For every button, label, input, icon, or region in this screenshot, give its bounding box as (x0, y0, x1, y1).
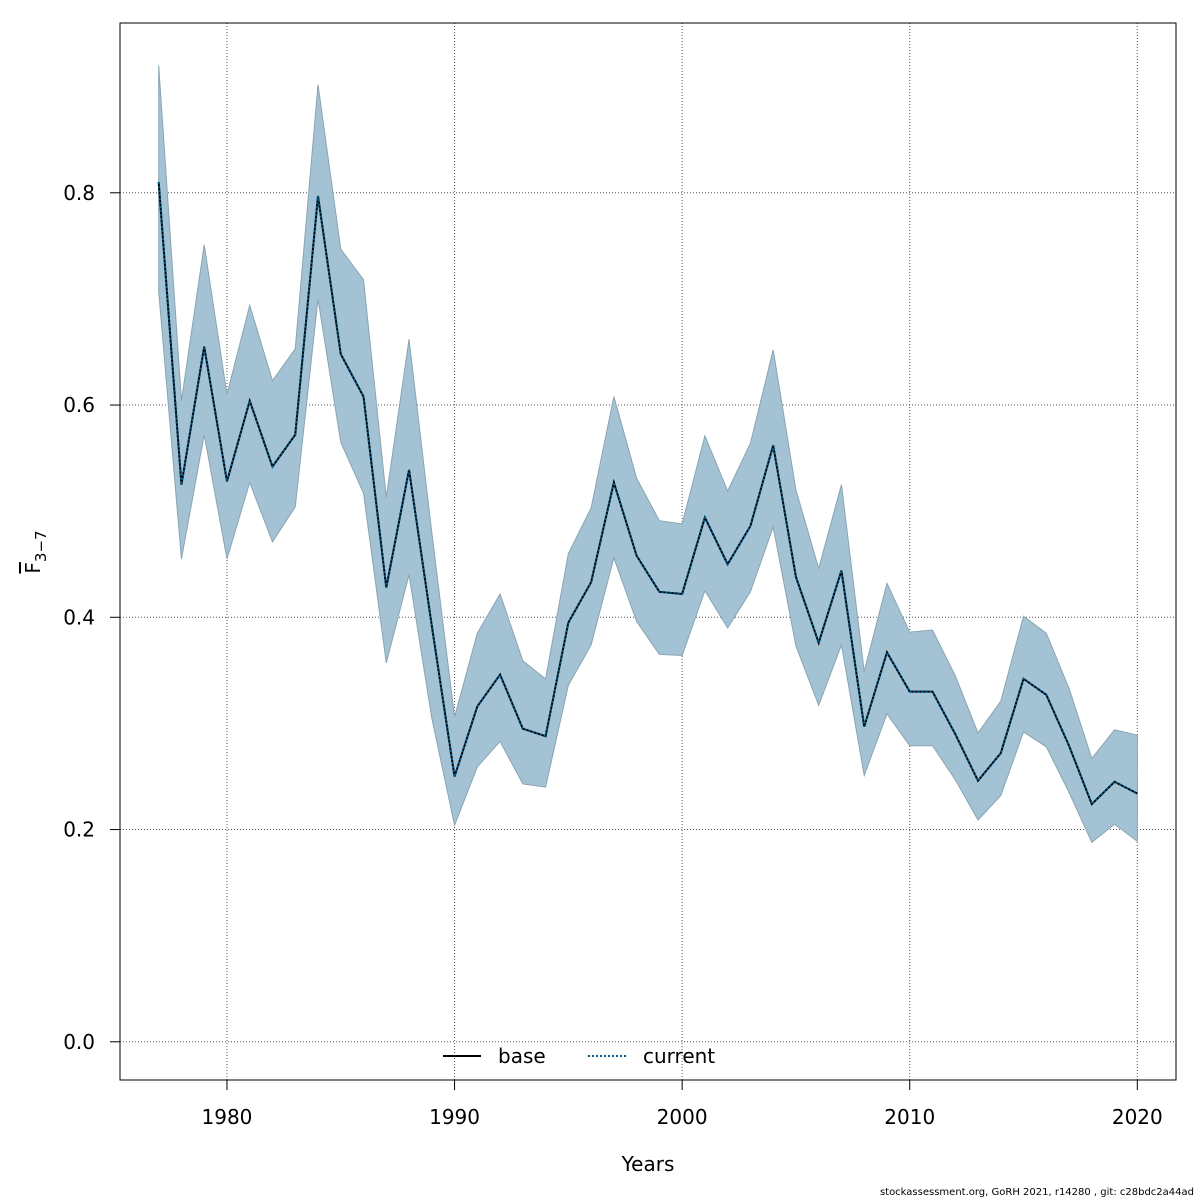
y-axis-title-main: F (21, 562, 45, 574)
legend-label-current: current (643, 1044, 715, 1068)
y-axis-title-sub: 3−7 (32, 530, 50, 562)
x-tick-label: 2020 (1112, 1105, 1163, 1129)
y-axis: 0.0 0.2 0.4 0.6 0.8 (63, 181, 120, 1054)
legend-label-base: base (498, 1044, 546, 1068)
series-line-current (157, 182, 1138, 806)
y-tick-label: 0.6 (63, 393, 95, 417)
x-tick-label: 2010 (884, 1105, 935, 1129)
series-lines (157, 182, 1138, 806)
x-tick-label: 2000 (657, 1105, 708, 1129)
footer-credit: stockassessment.org, GoRH 2021, r14280 ,… (879, 1187, 1194, 1198)
y-tick-label: 0.0 (63, 1030, 95, 1054)
x-axis-title: Years (621, 1152, 675, 1176)
legend: base current (443, 1044, 715, 1068)
y-tick-label: 0.8 (63, 181, 95, 205)
y-axis-title: F3−7 (21, 530, 50, 573)
plot-frame (119, 22, 1177, 1081)
y-tick-label: 0.4 (63, 605, 95, 629)
confidence-band-area (158, 65, 1138, 844)
x-tick-label: 1990 (429, 1105, 480, 1129)
y-tick-label: 0.2 (63, 818, 95, 842)
confidence-band (158, 65, 1138, 844)
x-tick-label: 1980 (202, 1105, 253, 1129)
svg-text:F3−7: F3−7 (21, 530, 50, 573)
x-axis: 1980 1990 2000 2010 2020 (202, 1080, 1163, 1129)
